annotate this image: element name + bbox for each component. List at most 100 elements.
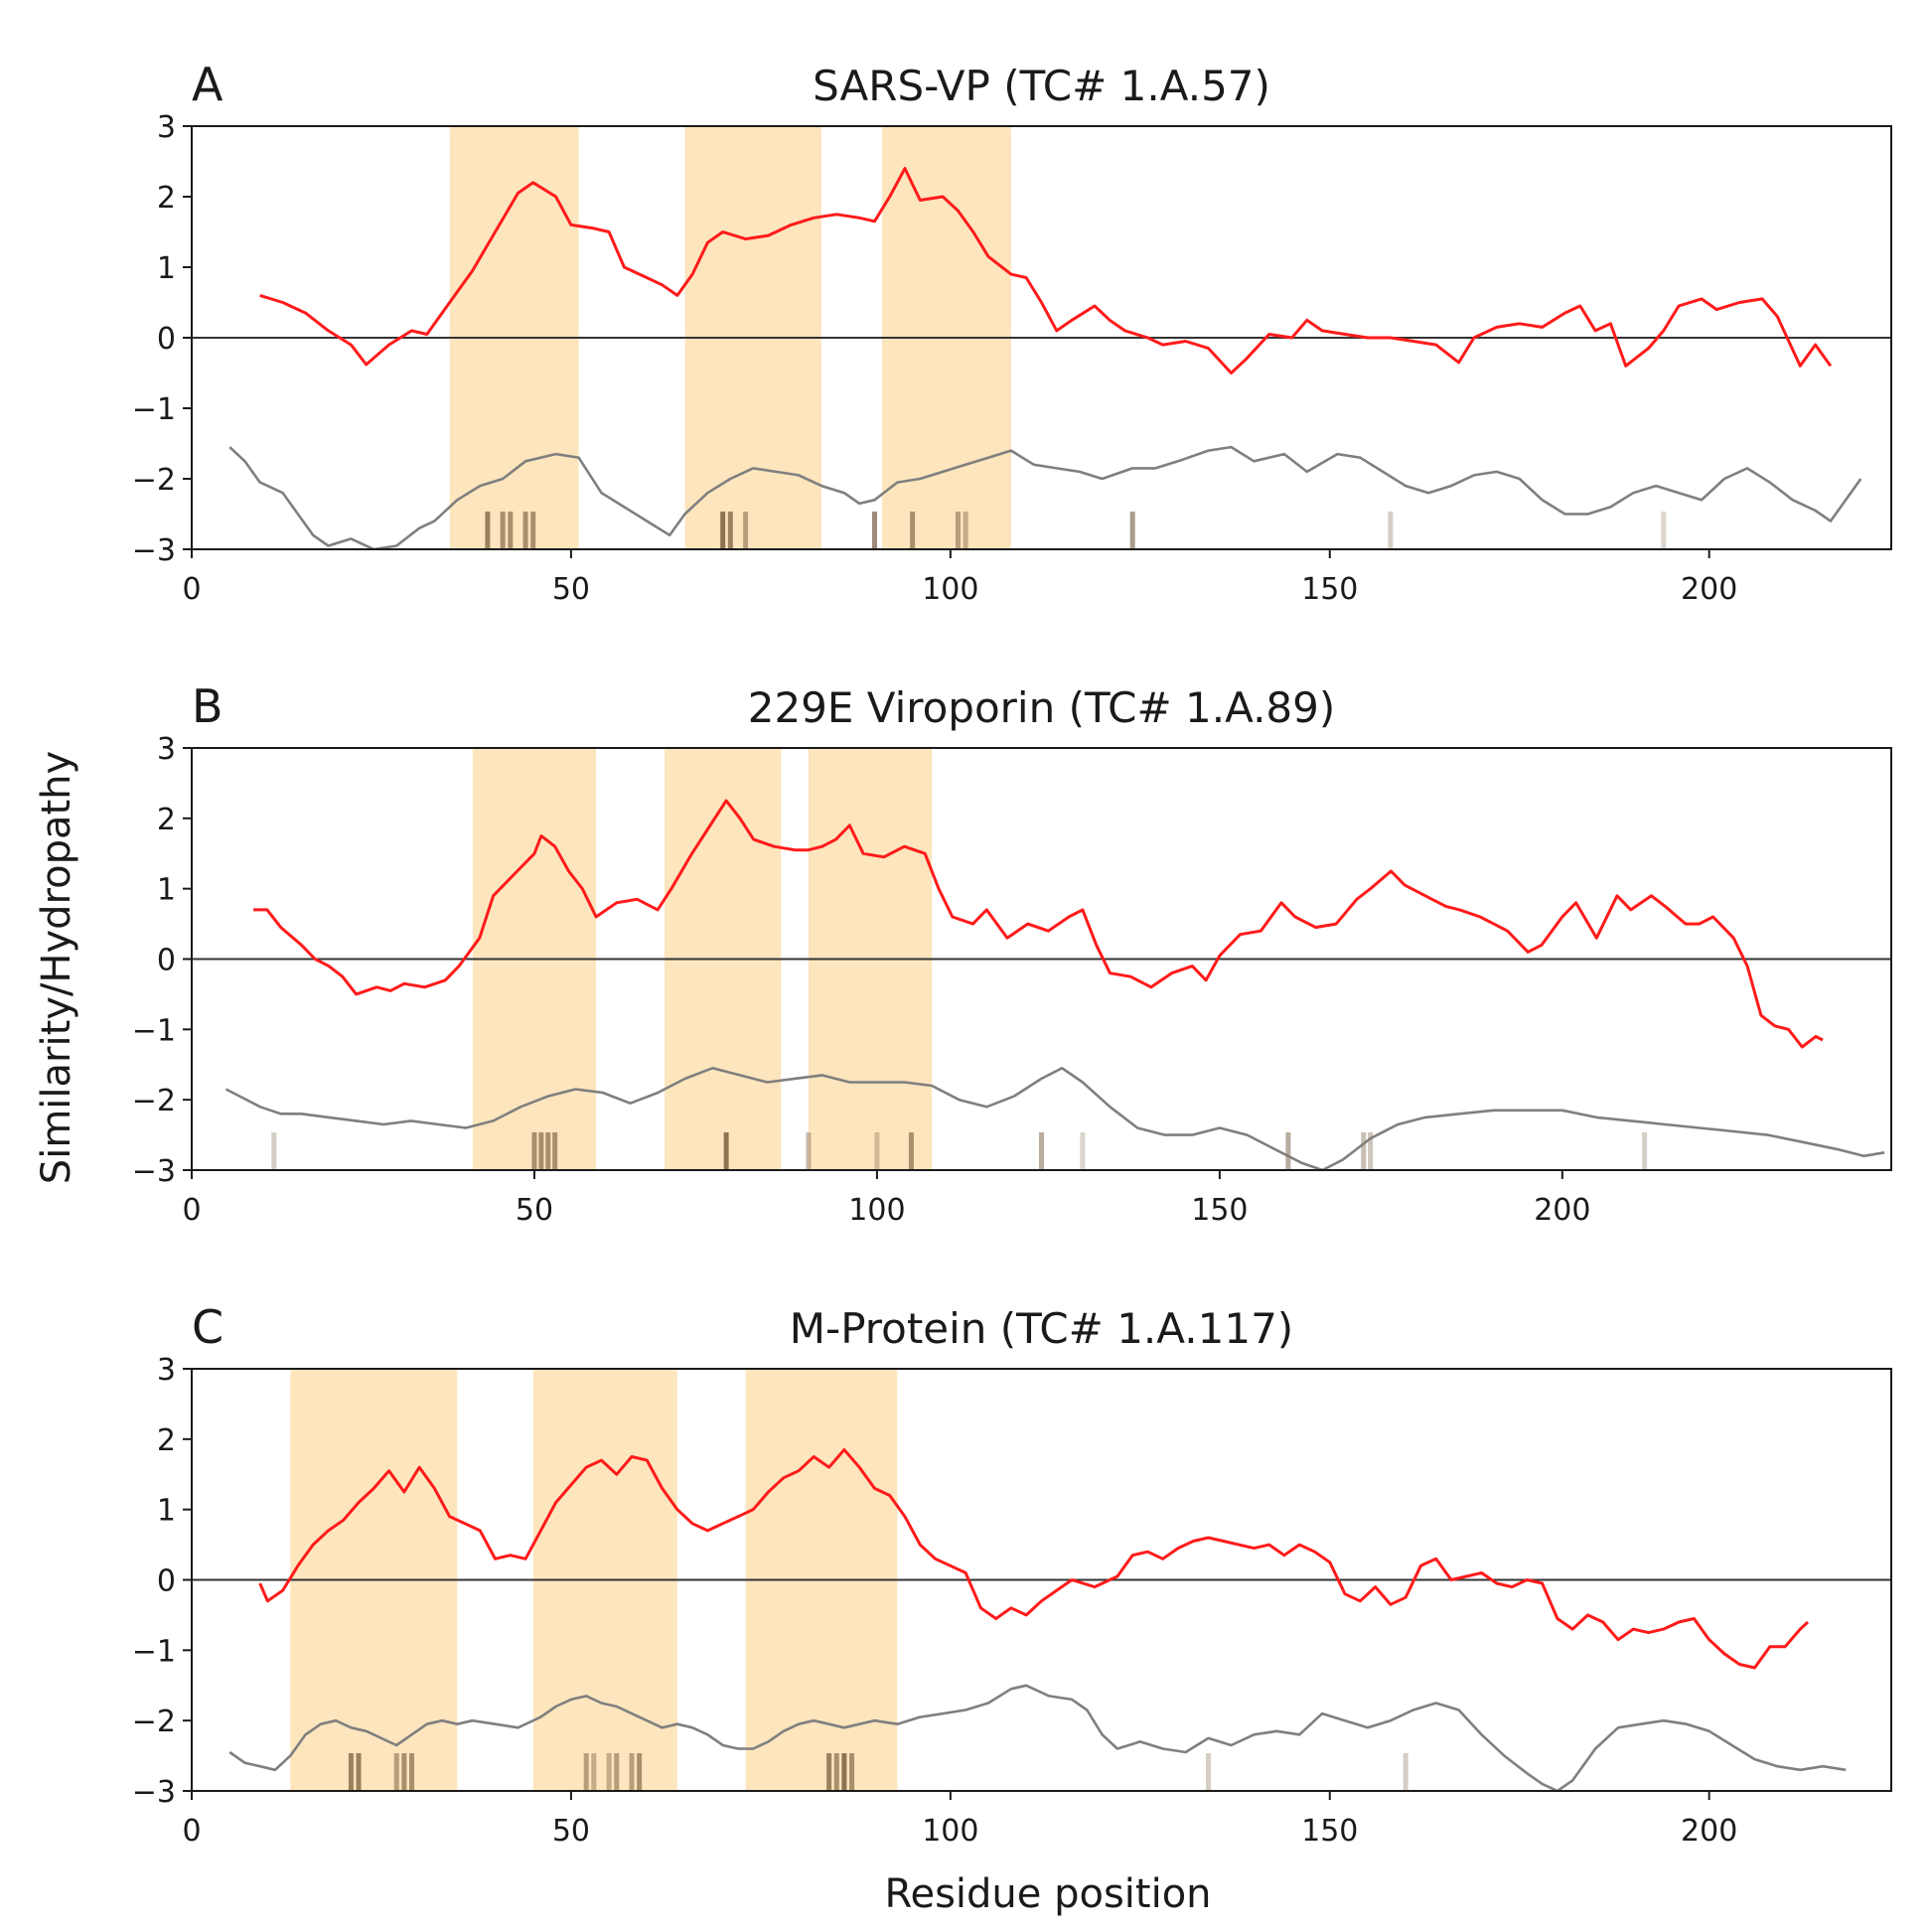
- x-tick-label-c-200: 200: [1681, 1814, 1737, 1849]
- x-tick-label-b-100: 100: [848, 1193, 905, 1228]
- panel-title-a: SARS-VP (TC# 1.A.57): [813, 62, 1270, 110]
- y-tick-label-a--3: −3: [132, 533, 176, 568]
- x-tick-label-c-50: 50: [552, 1814, 590, 1849]
- x-tick-label-b-200: 200: [1534, 1193, 1590, 1228]
- x-tick-label-a-100: 100: [922, 572, 978, 607]
- y-tick-label-b-2: 2: [157, 803, 176, 837]
- residue-tick-b-11: [1080, 1132, 1086, 1170]
- residue-tick-a-2: [500, 512, 506, 549]
- residue-tick-a-1: [485, 512, 491, 549]
- residue-tick-b-5: [552, 1132, 558, 1170]
- residue-tick-a-15: [1661, 512, 1667, 549]
- residue-tick-a-13: [1129, 512, 1135, 549]
- residue-tick-c-15: [849, 1753, 855, 1791]
- hydropathy-line-c: [258, 1448, 1810, 1670]
- residue-tick-c-6: [583, 1753, 589, 1791]
- y-tick-label-c--1: −1: [132, 1634, 176, 1669]
- residue-tick-b-8: [874, 1132, 880, 1170]
- x-tick-label-a-200: 200: [1681, 572, 1737, 607]
- residue-tick-a-3: [508, 512, 514, 549]
- residue-tick-b-12: [1285, 1132, 1291, 1170]
- y-tick-label-a-3: 3: [157, 110, 176, 145]
- y-tick-label-c--3: −3: [132, 1775, 176, 1810]
- panel-letter-c: C: [192, 1300, 223, 1354]
- residue-tick-a-11: [955, 512, 961, 549]
- residue-tick-b-14: [1368, 1132, 1374, 1170]
- residue-tick-c-4: [401, 1753, 407, 1791]
- residue-tick-c-3: [393, 1753, 399, 1791]
- residue-tick-b-7: [806, 1132, 812, 1170]
- residue-tick-b-9: [908, 1132, 914, 1170]
- x-tick-label-a-150: 150: [1301, 572, 1358, 607]
- plot-area-c: [192, 1369, 1891, 1791]
- x-tick-label-c-0: 0: [182, 1814, 201, 1849]
- x-tick-label-b-0: 0: [182, 1193, 201, 1228]
- y-tick-label-c--2: −2: [132, 1705, 176, 1739]
- residue-tick-c-16: [1206, 1753, 1212, 1791]
- similarity-line-a: [228, 445, 1862, 549]
- panel-title-b: 229E Viroporin (TC# 1.A.89): [748, 683, 1336, 732]
- y-tick-label-a--1: −1: [132, 392, 176, 427]
- residue-tick-c-1: [348, 1753, 354, 1791]
- panel-b: −3 −2 −1 0 1 2 3 0 50 100 150 200 229E Viroporin (TC…: [132, 679, 1892, 1228]
- y-tick-label-b-1: 1: [157, 873, 176, 908]
- panel-letter-a: A: [192, 58, 223, 111]
- residue-tick-b-1: [271, 1132, 277, 1170]
- similarity-line-c: [228, 1684, 1847, 1791]
- residue-tick-a-7: [727, 512, 733, 549]
- residue-tick-a-10: [910, 512, 916, 549]
- y-tick-label-b--2: −2: [132, 1084, 176, 1118]
- residue-tick-c-8: [606, 1753, 612, 1791]
- residue-tick-c-13: [833, 1753, 839, 1791]
- hydropathy-line-b: [253, 799, 1824, 1049]
- residue-tick-c-11: [637, 1753, 643, 1791]
- y-tick-label-a-2: 2: [157, 181, 176, 216]
- panel-letter-b: B: [192, 679, 223, 733]
- x-tick-label-b-150: 150: [1191, 1193, 1248, 1228]
- residue-tick-a-9: [871, 512, 877, 549]
- panel-title-c: M-Protein (TC# 1.A.117): [790, 1304, 1293, 1353]
- residue-tick-b-6: [723, 1132, 729, 1170]
- y-tick-label-c-3: 3: [157, 1353, 176, 1388]
- residue-tick-a-5: [530, 512, 536, 549]
- y-tick-label-a-1: 1: [157, 251, 176, 286]
- residue-tick-c-2: [356, 1753, 362, 1791]
- residue-tick-b-15: [1642, 1132, 1648, 1170]
- residue-tick-b-2: [531, 1132, 537, 1170]
- y-tick-label-b--3: −3: [132, 1154, 176, 1189]
- y-tick-label-b--1: −1: [132, 1013, 176, 1048]
- x-tick-label-a-0: 0: [182, 572, 201, 607]
- x-tick-label-c-100: 100: [922, 1814, 978, 1849]
- residue-tick-a-14: [1388, 512, 1394, 549]
- x-tick-label-c-150: 150: [1301, 1814, 1358, 1849]
- residue-tick-a-6: [720, 512, 726, 549]
- y-tick-label-c-0: 0: [157, 1564, 176, 1599]
- hydropathy-line-a: [259, 167, 1833, 374]
- x-tick-label-a-50: 50: [552, 572, 590, 607]
- residue-tick-c-14: [841, 1753, 847, 1791]
- residue-tick-c-5: [409, 1753, 415, 1791]
- y-axis-label: Similarity/Hydropathy: [34, 751, 79, 1184]
- residue-tick-b-4: [545, 1132, 551, 1170]
- residue-tick-b-13: [1361, 1132, 1367, 1170]
- y-tick-label-a-0: 0: [157, 322, 176, 357]
- y-tick-label-c-2: 2: [157, 1423, 176, 1458]
- y-tick-label-a--2: −2: [132, 463, 176, 498]
- residue-tick-c-12: [826, 1753, 832, 1791]
- x-axis-label: Residue position: [884, 1871, 1211, 1917]
- residue-tick-b-10: [1039, 1132, 1044, 1170]
- y-tick-label-c-1: 1: [157, 1494, 176, 1529]
- panel-c: −3 −2 −1 0 1 2 3 0 50 100 150 200 M-Protein (TC# 1.A…: [132, 1300, 1892, 1849]
- x-tick-label-b-50: 50: [516, 1193, 553, 1228]
- residue-tick-a-12: [963, 512, 968, 549]
- plot-area-a: [192, 126, 1891, 549]
- residue-tick-b-3: [538, 1132, 544, 1170]
- residue-tick-c-17: [1403, 1753, 1409, 1791]
- residue-tick-c-9: [614, 1753, 620, 1791]
- similarity-line-b: [224, 1067, 1885, 1170]
- panel-a: −3 −2 −1 0 1 2 3 0 50 100 150 200 SARS-VP (TC# 1.A.5…: [132, 58, 1892, 607]
- residue-tick-c-10: [629, 1753, 635, 1791]
- y-tick-label-b-0: 0: [157, 944, 176, 978]
- residue-tick-a-4: [522, 512, 528, 549]
